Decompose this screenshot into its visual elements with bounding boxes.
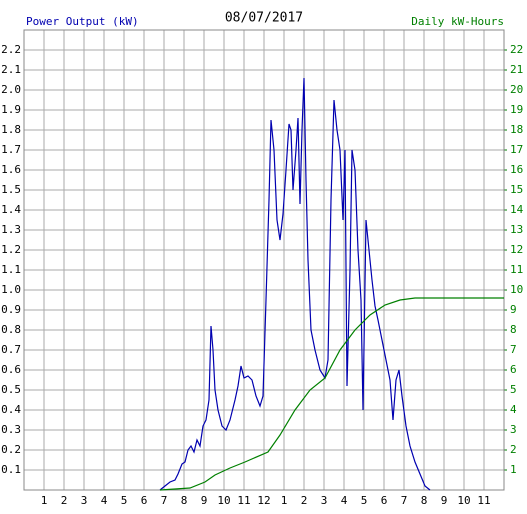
- y-tick-label: 1.4: [1, 203, 21, 216]
- y-tick-label: 0.1: [1, 463, 21, 476]
- y2-tick-label: 6: [510, 363, 517, 376]
- y2-tick-label: 3: [510, 423, 517, 436]
- y-tick-label: 1.1: [1, 263, 21, 276]
- x-tick-label: 1: [41, 494, 48, 507]
- plot-frame: [23, 29, 505, 491]
- y2-tick-label: 15: [510, 183, 523, 196]
- y-tick-label: 0.9: [1, 303, 21, 316]
- y2-tick-label: 12: [510, 243, 523, 256]
- x-tick-label: 4: [101, 494, 108, 507]
- x-tick-label: 4: [341, 494, 348, 507]
- y-tick-label: 2.0: [1, 83, 21, 96]
- x-tick-label: 6: [141, 494, 148, 507]
- x-tick-label: 3: [321, 494, 328, 507]
- y-tick-label: 1.7: [1, 143, 21, 156]
- chart-title: 08/07/2017: [225, 11, 303, 26]
- x-tick-label: 6: [381, 494, 388, 507]
- y2-tick-label: 21: [510, 63, 523, 76]
- y-tick-label: 0.2: [1, 443, 21, 456]
- y2-tick-label: 13: [510, 223, 523, 236]
- x-tick-label: 7: [401, 494, 408, 507]
- y2-tick-label: 8: [510, 323, 517, 336]
- x-tick-label: 12: [257, 494, 270, 507]
- x-tick-label: 8: [181, 494, 188, 507]
- y2-tick-label: 20: [510, 83, 523, 96]
- y2-tick-label: 7: [510, 343, 517, 356]
- y-tick-label: 1.0: [1, 283, 21, 296]
- y2-tick-label: 16: [510, 163, 523, 176]
- y-tick-label: 0.4: [1, 403, 21, 416]
- x-tick-label: 10: [457, 494, 470, 507]
- y-tick-label: 2.1: [1, 63, 21, 76]
- series-line: [159, 297, 504, 491]
- y-tick-label: 1.8: [1, 123, 21, 136]
- y-tick-label: 0.8: [1, 323, 21, 336]
- y-tick-label: 2.2: [1, 43, 21, 56]
- x-tick-label: 11: [237, 494, 250, 507]
- x-tick-label: 5: [121, 494, 128, 507]
- x-tick-label: 1: [281, 494, 288, 507]
- y2-tick-label: 19: [510, 103, 523, 116]
- y2-tick-label: 17: [510, 143, 523, 156]
- y2-tick-label: 11: [510, 263, 523, 276]
- series-line: [159, 77, 431, 491]
- y-tick-label: 0.5: [1, 383, 21, 396]
- x-tick-label: 2: [61, 494, 68, 507]
- x-tick-label: 3: [81, 494, 88, 507]
- y-tick-label: 1.9: [1, 103, 21, 116]
- y2-tick-label: 18: [510, 123, 523, 136]
- y-tick-label: 1.3: [1, 223, 21, 236]
- x-tick-label: 5: [361, 494, 368, 507]
- y2-tick-label: 10: [510, 283, 523, 296]
- y2-axis-label: Daily kW-Hours: [411, 15, 504, 28]
- y-tick-label: 1.2: [1, 243, 21, 256]
- y-tick-label: 0.3: [1, 423, 21, 436]
- y-tick-label: 0.6: [1, 363, 21, 376]
- x-tick-label: 10: [217, 494, 230, 507]
- y2-tick-label: 5: [510, 383, 517, 396]
- y-tick-label: 1.5: [1, 183, 21, 196]
- y2-tick-label: 22: [510, 43, 523, 56]
- y2-tick-label: 9: [510, 303, 517, 316]
- x-tick-label: 9: [441, 494, 448, 507]
- x-tick-label: 7: [161, 494, 168, 507]
- y2-tick-label: 1: [510, 463, 517, 476]
- x-tick-label: 8: [421, 494, 428, 507]
- y2-tick-label: 14: [510, 203, 524, 216]
- y2-tick-label: 2: [510, 443, 517, 456]
- x-tick-label: 11: [477, 494, 490, 507]
- y-tick-label: 0.7: [1, 343, 21, 356]
- x-tick-label: 2: [301, 494, 308, 507]
- y2-tick-label: 4: [510, 403, 517, 416]
- y-axis-label: Power Output (kW): [26, 15, 139, 28]
- y-tick-label: 1.6: [1, 163, 21, 176]
- x-tick-label: 9: [201, 494, 208, 507]
